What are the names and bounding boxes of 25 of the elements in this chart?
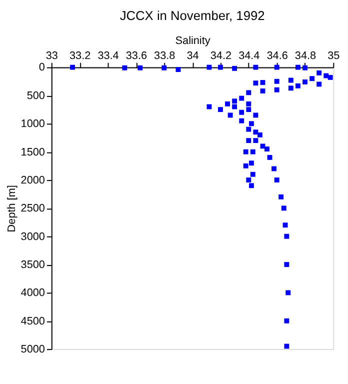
y-tick-label: 1500 xyxy=(20,146,45,158)
y-tick-label: 1000 xyxy=(20,118,45,130)
y-tick-label: 5000 xyxy=(20,344,45,356)
y-tick-label: 500 xyxy=(26,90,45,102)
y-tick-label: 0 xyxy=(38,62,45,74)
x-tick-label: 34.8 xyxy=(294,50,316,62)
x-tick-label: 33.2 xyxy=(70,50,91,62)
y-tick-label: 4000 xyxy=(20,287,45,300)
x-tick-label: 33.8 xyxy=(154,50,176,62)
x-tick-label: 33.4 xyxy=(98,50,119,62)
x-tick-label: 34.2 xyxy=(210,50,232,62)
x-tick-label: 34 xyxy=(186,50,199,62)
y-tick-label: 3000 xyxy=(20,230,45,243)
x-tick-label: 35 xyxy=(328,50,340,62)
chart-title: JCCX in November, 1992 xyxy=(120,8,265,23)
y-tick-label: 4500 xyxy=(20,315,45,328)
x-tick-label: 34.4 xyxy=(238,50,260,62)
x-tick-label: 33 xyxy=(46,50,58,62)
y-tick-label: 2500 xyxy=(20,202,45,215)
y-tick-label: 3500 xyxy=(20,258,45,271)
y-axis-title: Depth [m] xyxy=(6,185,18,232)
x-axis-title: Salinity xyxy=(175,35,211,48)
y-tick-label: 2000 xyxy=(20,174,45,186)
x-tick-label: 33.6 xyxy=(126,50,147,62)
x-tick-label: 34.6 xyxy=(266,50,288,62)
